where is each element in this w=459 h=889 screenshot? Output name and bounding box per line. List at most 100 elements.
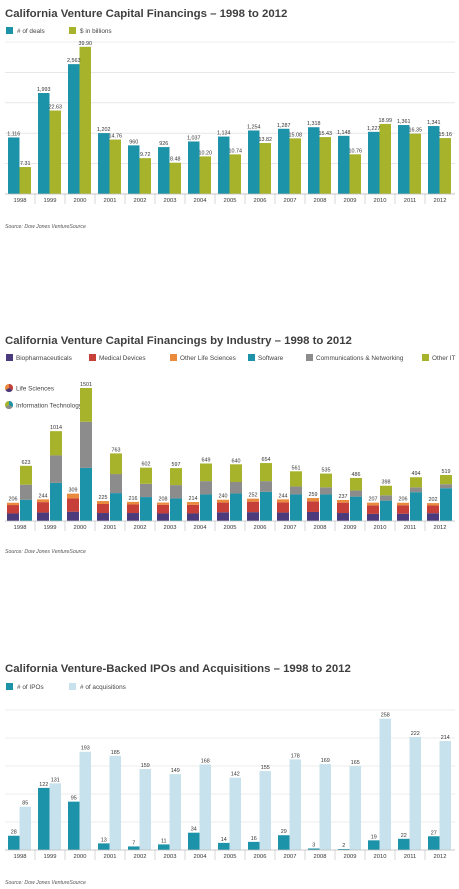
chart2-bar-biopharmaceuticals [97, 513, 109, 521]
chart2-bar-software [200, 494, 212, 521]
chart2-bar-other-life-sciences [187, 502, 199, 505]
chart3-label-ipos: 28 [11, 830, 17, 836]
chart2-label-life-sciences: 214 [189, 496, 198, 502]
chart2-year-label: 2006 [254, 525, 267, 531]
chart2-bar-communications-networking [80, 421, 92, 468]
chart3-year-label: 2004 [194, 854, 208, 860]
chart2-bar-communications-networking [230, 482, 242, 494]
chart3-year-label: 1998 [14, 854, 27, 860]
chart3-label-ipos: 14 [221, 837, 227, 843]
chart1-label-deals: 1,361 [397, 119, 411, 125]
chart3-legend-acq-swatch [69, 683, 76, 690]
chart1-label-deals: 1,318 [307, 121, 321, 127]
chart1-label-deals: 1,134 [217, 131, 231, 137]
chart1-year-label: 2006 [254, 198, 267, 204]
chart3-label-acquisitions: 214 [441, 735, 450, 741]
chart1-label-dollars: 16.35 [409, 128, 423, 134]
chart2-bar-other-it [20, 465, 32, 485]
chart2-bar-other-life-sciences [7, 502, 19, 506]
chart1-label-dollars: 14.76 [109, 134, 123, 140]
chart1-bar-deals [308, 127, 320, 194]
chart3-year-label: 2005 [224, 854, 237, 860]
chart1-bar-deals [248, 130, 260, 194]
chart3-label-ipos: 2 [342, 843, 345, 849]
chart1-label-dollars: 10.76 [349, 148, 363, 154]
chart1-year-label: 2008 [314, 198, 327, 204]
chart1-label-deals: 960 [129, 139, 138, 145]
chart3-label-ipos: 7 [132, 840, 135, 846]
chart2-bar-software [110, 493, 122, 521]
chart3-label-ipos: 13 [101, 837, 107, 843]
chart1-bar-deals [98, 133, 110, 194]
chart2-bar-medical-devices [37, 502, 49, 513]
chart2-bar-communications-networking [110, 474, 122, 494]
chart2-label-it: 535 [322, 468, 331, 474]
chart3-label-acquisitions: 169 [321, 758, 330, 764]
chart3-bar-ipos [158, 844, 170, 850]
chart2-label-it: 597 [172, 462, 181, 468]
chart1-bar-dollars [109, 139, 121, 194]
chart3-bar-acquisitions [409, 736, 421, 850]
chart1-label-dollars: 22.63 [49, 105, 63, 111]
chart2-bar-other-life-sciences [427, 503, 439, 506]
chart1-bar-dollars [169, 162, 181, 194]
chart2-bar-medical-devices [427, 505, 439, 514]
chart2-legend-label: Medical Devices [99, 355, 146, 362]
chart3-bar-acquisitions [169, 774, 181, 850]
chart3-bar-acquisitions [49, 783, 61, 850]
chart2-legend-swatch [306, 354, 313, 361]
chart2-year-label: 2005 [224, 525, 237, 531]
chart2-legend-label: Other IT [432, 355, 456, 362]
chart1-bar-deals [398, 125, 410, 194]
chart3-label-acquisitions: 131 [51, 777, 60, 783]
chart2-bar-software [80, 467, 92, 521]
chart3-legend-ipos-swatch [6, 683, 13, 690]
chart2-bar-medical-devices [157, 504, 169, 514]
chart3-source: Source: Dow Jones VentureSource [5, 880, 86, 886]
chart3-label-acquisitions: 165 [351, 760, 360, 766]
chart2-bar-software [20, 499, 32, 521]
chart2-bar-communications-networking [140, 483, 152, 498]
chart2-bar-biopharmaceuticals [427, 513, 439, 521]
chart1-year-label: 2001 [104, 198, 117, 204]
chart1-bar-deals [188, 141, 200, 194]
chart3-year-label: 1999 [44, 854, 57, 860]
chart3-bar-ipos [8, 835, 20, 850]
chart3-year-label: 2002 [134, 854, 147, 860]
chart2-bar-other-life-sciences [397, 502, 409, 506]
chart2-label-life-sciences: 240 [219, 494, 228, 500]
chart3-label-acquisitions: 193 [81, 746, 90, 752]
chart3-label-acquisitions: 149 [171, 768, 180, 774]
chart1-bar-dollars [409, 133, 421, 194]
chart2-label-life-sciences: 202 [429, 497, 438, 503]
chart2-year-label: 2011 [404, 525, 416, 531]
chart2-bar-medical-devices [187, 504, 199, 514]
chart2-bar-medical-devices [7, 505, 19, 514]
chart2-bar-other-life-sciences [307, 498, 319, 502]
chart1-label-dollars: 9.72 [140, 152, 151, 158]
chart2-label-it: 519 [442, 469, 451, 475]
chart2-group-icon-slice [9, 400, 14, 407]
chart3-bar-ipos [368, 840, 380, 850]
chart2-bar-other-it [350, 477, 362, 491]
chart2-bar-medical-devices [247, 501, 259, 513]
chart1-label-deals: 1,037 [187, 135, 201, 141]
chart2-bar-communications-networking [290, 486, 302, 495]
chart1-source: Source: Dow Jones VentureSource [5, 224, 86, 230]
chart3-bar-acquisitions [319, 763, 331, 850]
chart1-label-dollars: 15.43 [319, 131, 333, 137]
chart3-year-label: 2007 [284, 854, 297, 860]
chart2-bar-software [350, 496, 362, 521]
chart1-year-label: 2010 [374, 198, 387, 204]
chart3-year-label: 2012 [434, 854, 447, 860]
chart3-label-acquisitions: 222 [411, 731, 420, 737]
chart2-bar-biopharmaceuticals [247, 512, 259, 521]
chart3-bar-acquisitions [229, 777, 241, 850]
chart2-bar-biopharmaceuticals [277, 512, 289, 521]
chart3-label-acquisitions: 85 [22, 801, 28, 807]
chart2-label-it: 640 [232, 458, 241, 464]
chart3-bar-acquisitions [79, 751, 91, 850]
chart2-bar-communications-networking [320, 487, 332, 495]
chart2-bar-medical-devices [127, 504, 139, 514]
